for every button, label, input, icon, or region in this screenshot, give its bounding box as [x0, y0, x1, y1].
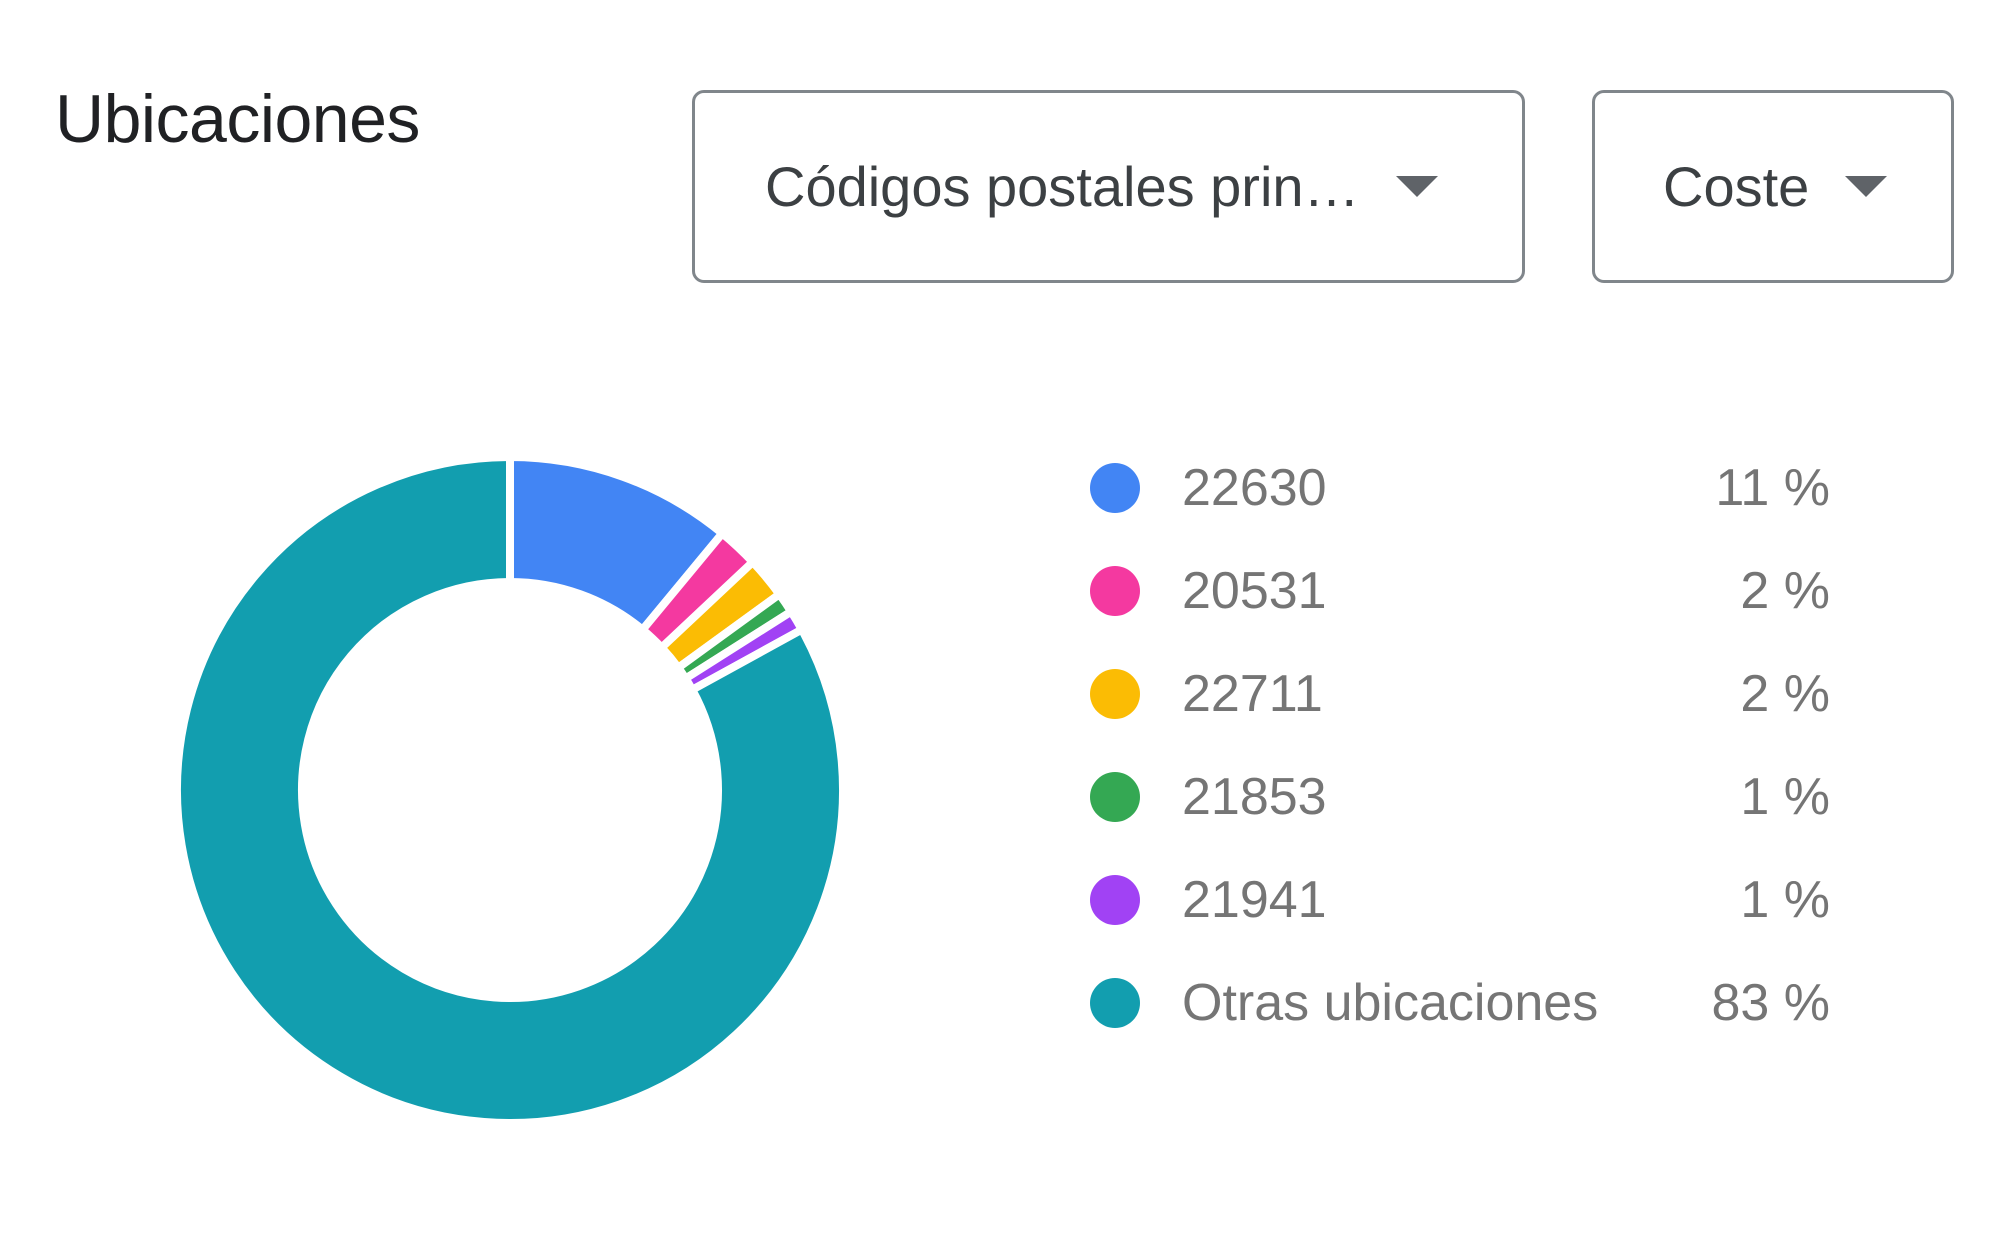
dimension-dropdown-value: Códigos postales prin… — [765, 155, 1360, 218]
legend-label: 22630 — [1182, 458, 1327, 517]
legend-item[interactable]: 22630 11 % — [1090, 436, 1830, 539]
chart-legend: 22630 11 % 20531 2 % 22711 2 % 21853 1 %… — [1090, 436, 1830, 1054]
legend-label: 20531 — [1182, 561, 1327, 620]
metric-dropdown[interactable]: Coste — [1592, 90, 1954, 283]
legend-color-dot-icon — [1090, 771, 1140, 822]
caret-down-icon — [1395, 176, 1438, 197]
legend-value: 2 % — [1740, 561, 1830, 620]
donut-chart — [173, 452, 847, 1127]
legend-color-dot-icon — [1090, 668, 1140, 719]
metric-dropdown-value: Coste — [1663, 155, 1810, 218]
legend-value: 11 % — [1715, 458, 1830, 517]
legend-value: 2 % — [1740, 664, 1830, 723]
donut-slice[interactable] — [173, 452, 847, 1127]
caret-down-icon — [1845, 176, 1888, 197]
legend-color-dot-icon — [1090, 977, 1140, 1028]
legend-item[interactable]: 21853 1 % — [1090, 745, 1830, 848]
legend-label: 21853 — [1182, 767, 1327, 826]
legend-item[interactable]: 21941 1 % — [1090, 848, 1830, 951]
legend-color-dot-icon — [1090, 565, 1140, 616]
legend-label: 21941 — [1182, 870, 1327, 929]
legend-label: Otras ubicaciones — [1182, 973, 1599, 1032]
legend-color-dot-icon — [1090, 874, 1140, 925]
legend-value: 1 % — [1740, 767, 1830, 826]
legend-item[interactable]: Otras ubicaciones 83 % — [1090, 951, 1830, 1054]
legend-value: 1 % — [1740, 870, 1830, 929]
dimension-dropdown[interactable]: Códigos postales prin… — [692, 90, 1525, 283]
legend-item[interactable]: 22711 2 % — [1090, 642, 1830, 745]
legend-item[interactable]: 20531 2 % — [1090, 539, 1830, 642]
legend-label: 22711 — [1182, 664, 1323, 723]
legend-value: 83 % — [1711, 973, 1830, 1032]
card-title: Ubicaciones — [55, 81, 420, 157]
legend-color-dot-icon — [1090, 462, 1140, 513]
